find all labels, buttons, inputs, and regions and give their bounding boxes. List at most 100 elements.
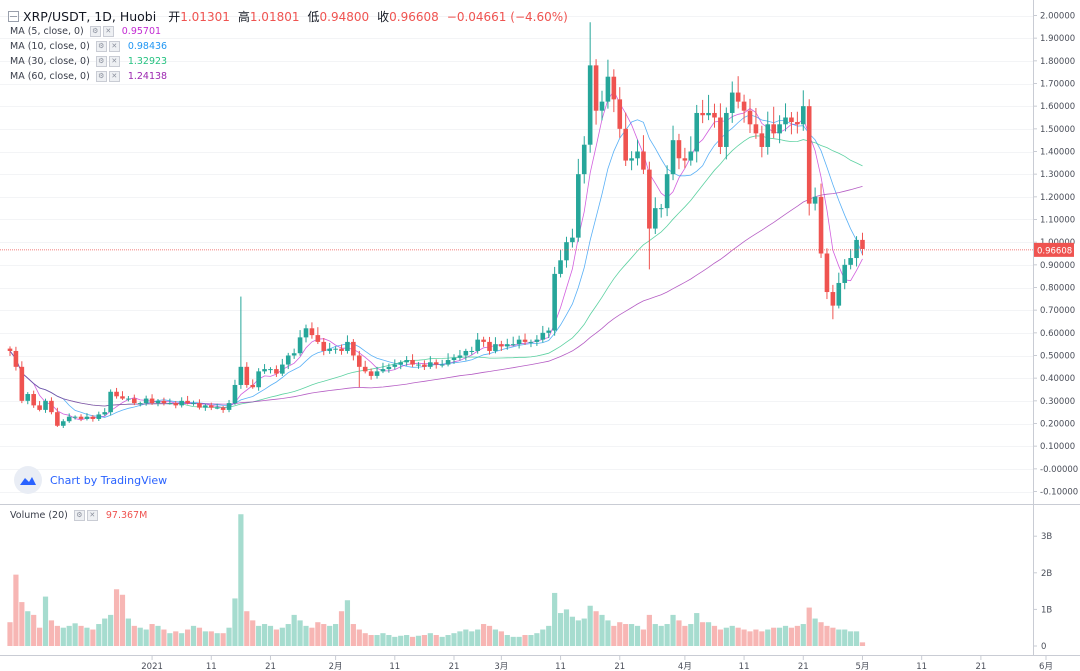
candle-body	[398, 362, 404, 365]
indicator-volume[interactable]: Volume (20) ⚙ ✕ 97.367M	[10, 510, 147, 521]
volume-bar	[457, 631, 463, 646]
indicator-value: 1.32923	[127, 56, 168, 67]
volume-bar	[546, 625, 552, 646]
indicator-ma5[interactable]: MA (5, close, 0) ⚙ ✕ 0.95701	[10, 26, 161, 37]
volume-bar	[42, 596, 49, 646]
time-axis[interactable]: 202111212月11213月11214月11215月11216月1121	[141, 656, 1080, 671]
candle-body	[516, 339, 522, 345]
close-icon[interactable]: ✕	[108, 41, 120, 52]
candle-body	[581, 144, 587, 175]
candle-body	[747, 110, 753, 125]
volume-bar	[196, 627, 203, 646]
time-tick-label: 11	[739, 662, 750, 671]
volume-bar	[368, 635, 374, 646]
open-value: 1.01301	[180, 9, 230, 24]
candle-body	[25, 394, 31, 401]
candle-body	[510, 344, 516, 346]
candle-body	[232, 384, 238, 404]
price-tick-label: 0.70000	[1040, 306, 1075, 316]
symbol-title[interactable]: XRP/USDT, 1D, Huobi	[23, 9, 157, 24]
candle-body	[712, 112, 717, 118]
volume-bar	[747, 631, 753, 646]
close-icon[interactable]: ✕	[108, 56, 120, 67]
ma-line-5	[9, 89, 863, 421]
indicator-ma10[interactable]: MA (10, close, 0) ⚙ ✕ 0.98436	[10, 41, 167, 52]
volume-bar	[143, 629, 149, 646]
candle-body	[321, 341, 327, 351]
time-tick-label: 3月	[494, 662, 508, 671]
settings-icon[interactable]: ⚙	[95, 41, 107, 52]
last-price-line: 0.96608	[0, 242, 1074, 257]
branding-text[interactable]: Chart by TradingView	[50, 473, 168, 487]
volume-bar	[753, 629, 759, 646]
volume-axis[interactable]: 0 1B 2B 3B	[1033, 532, 1052, 652]
volume-bar	[617, 622, 623, 646]
grid	[0, 16, 1033, 493]
volume-bar	[700, 622, 706, 646]
volume-bar	[398, 635, 404, 646]
candle-body	[481, 339, 486, 342]
volume-bar	[563, 609, 570, 646]
volume-bar	[267, 625, 274, 646]
candle-body	[256, 371, 261, 388]
candle-body	[60, 421, 66, 426]
volume-bar	[463, 629, 469, 646]
volume-bar	[392, 636, 398, 646]
price-axis[interactable]: -0.10000 -0.00000 0.10000 0.20000 0.30000 0.4…	[1033, 12, 1078, 498]
candle-body	[90, 416, 96, 419]
candle-body	[126, 398, 131, 400]
settings-icon[interactable]: ⚙	[89, 26, 101, 37]
candle-body	[137, 403, 143, 405]
tradingview-branding[interactable]: Chart by TradingView	[14, 466, 167, 494]
chart-frame	[0, 0, 1080, 656]
volume-bar	[528, 635, 534, 646]
candle-body	[800, 106, 806, 125]
settings-icon[interactable]: ⚙	[73, 510, 85, 521]
price-tick-label: 1.40000	[1040, 148, 1075, 158]
volume-bar	[599, 614, 605, 646]
volume-bar	[338, 611, 345, 646]
candle-body	[96, 414, 102, 419]
volume-label: Volume (20)	[10, 510, 68, 521]
price-tick-label: 0.20000	[1040, 420, 1075, 430]
chart-header: XRP/USDT, 1D, Huobi 开 1.01301 高 1.01801 …	[8, 8, 576, 25]
close-icon[interactable]: ✕	[108, 71, 120, 82]
volume-bar	[309, 627, 315, 646]
volume-bar	[113, 589, 120, 646]
time-tick-label: 4月	[678, 662, 692, 671]
last-price-label: 0.96608	[1037, 246, 1072, 256]
candle-body	[439, 364, 445, 366]
volume-bar	[534, 633, 540, 646]
volume-bar	[777, 627, 783, 646]
close-icon[interactable]: ✕	[86, 510, 98, 521]
settings-icon[interactable]: ⚙	[95, 56, 107, 67]
candle-body	[451, 357, 457, 361]
candle-body	[463, 350, 469, 356]
settings-icon[interactable]: ⚙	[95, 71, 107, 82]
volume-bar	[220, 633, 226, 646]
price-tick-label: 0.80000	[1040, 284, 1075, 294]
candle-body	[795, 122, 800, 125]
volume-bar	[445, 635, 451, 646]
candle-body	[457, 355, 463, 358]
volume-bar	[256, 625, 262, 646]
candle-body	[836, 282, 842, 306]
indicator-ma30[interactable]: MA (30, close, 0) ⚙ ✕ 1.32923	[10, 56, 167, 67]
candle-body	[570, 237, 575, 243]
volume-bar	[297, 620, 303, 646]
indicator-ma60[interactable]: MA (60, close, 0) ⚙ ✕ 1.24138	[10, 71, 167, 82]
volume-bar	[84, 627, 90, 646]
volume-bars	[7, 514, 866, 646]
volume-bar	[634, 625, 641, 646]
close-icon[interactable]: ✕	[102, 26, 114, 37]
volume-bar	[66, 625, 72, 646]
collapse-icon[interactable]	[8, 11, 19, 22]
volume-bar	[587, 605, 593, 646]
candle-body	[161, 400, 167, 404]
candle-body	[327, 348, 332, 351]
volume-bar	[522, 635, 528, 646]
volume-bar	[244, 611, 250, 646]
candle-body	[611, 76, 617, 100]
candle-body	[203, 405, 208, 408]
